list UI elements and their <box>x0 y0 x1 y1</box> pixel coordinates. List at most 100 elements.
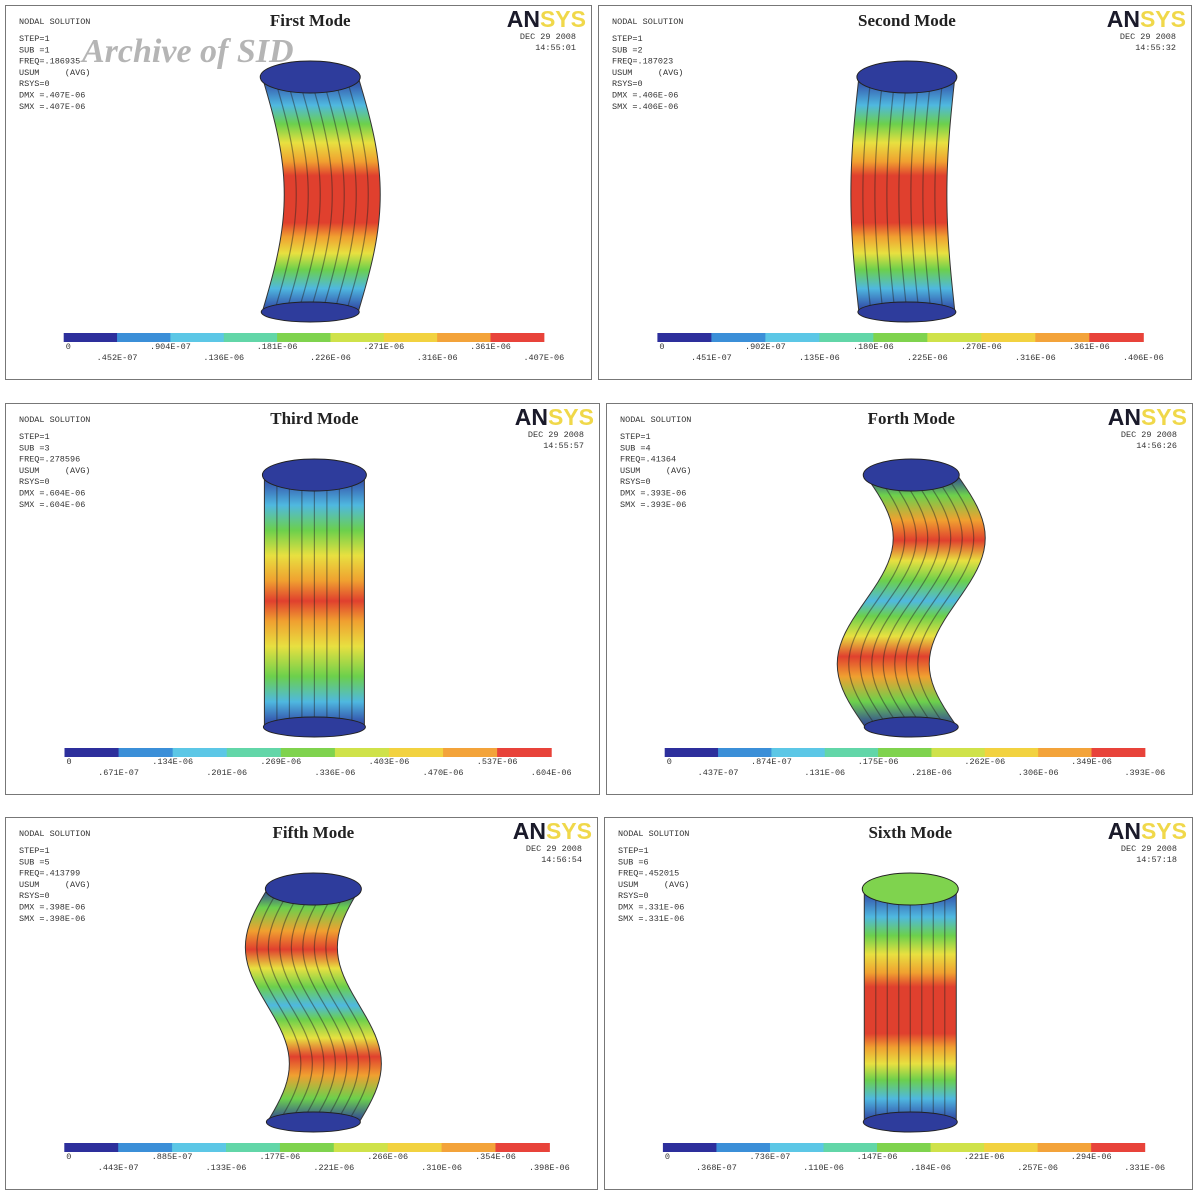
legend-swatch <box>1038 748 1092 757</box>
ansys-logo: ANSYS <box>1108 818 1187 844</box>
info-line: NODAL SOLUTION <box>19 415 90 425</box>
legend-label: .226E-06 <box>310 353 351 363</box>
legend-swatch <box>665 748 719 757</box>
legend-swatch <box>173 748 228 757</box>
legend-swatch <box>65 748 120 757</box>
legend-swatch <box>984 1143 1038 1152</box>
legend-swatch <box>443 748 498 757</box>
legend-label: .393E-06 <box>1124 768 1165 778</box>
legend-label: 0 <box>665 1152 670 1162</box>
legend-label: .180E-06 <box>853 342 894 352</box>
legend-label: .262E-06 <box>964 757 1005 767</box>
info-line: SMX =.604E-06 <box>19 500 85 510</box>
time: 14:56:54 <box>541 855 582 865</box>
legend-swatch <box>172 1143 226 1152</box>
legend-swatch <box>824 1143 878 1152</box>
date: DEC 29 2008 <box>520 32 576 42</box>
legend-label: .184E-06 <box>910 1163 951 1173</box>
panel: NODAL SOLUTIONSTEP=1SUB =4FREQ=.41364USU… <box>607 404 1193 795</box>
info-line: RSYS=0 <box>19 79 50 89</box>
info-line: DMX =.406E-06 <box>612 91 678 101</box>
legend-swatch <box>227 748 282 757</box>
legend-swatch <box>491 333 545 342</box>
info-line: STEP=1 <box>19 846 50 856</box>
legend-label: .177E-06 <box>259 1152 300 1162</box>
info-line: STEP=1 <box>19 432 50 442</box>
date: DEC 29 2008 <box>1120 32 1176 42</box>
date: DEC 29 2008 <box>526 844 582 854</box>
mode-title: First Mode <box>270 11 351 30</box>
panel: NODAL SOLUTIONSTEP=1SUB =3FREQ=.278596US… <box>6 404 600 795</box>
legend-swatch <box>388 1143 442 1152</box>
column-top-cap <box>857 61 957 93</box>
legend-swatch <box>277 333 331 342</box>
legend-label: .331E-06 <box>1124 1163 1165 1173</box>
column-top-cap <box>262 459 366 491</box>
legend-label: .266E-06 <box>367 1152 408 1162</box>
date: DEC 29 2008 <box>1121 430 1177 440</box>
column-bottom-cap <box>266 1112 360 1132</box>
column-top-cap <box>265 873 361 905</box>
info-line: FREQ=.41364 <box>620 455 676 465</box>
legend-label: .131E-06 <box>804 768 845 778</box>
legend-swatch <box>437 333 491 342</box>
info-line: SMX =.398E-06 <box>19 914 85 924</box>
legend-swatch <box>770 1143 824 1152</box>
legend-swatch <box>334 1143 388 1152</box>
legend-label: .147E-06 <box>857 1152 898 1162</box>
info-line: FREQ=.452015 <box>618 869 679 879</box>
info-line: STEP=1 <box>618 846 649 856</box>
info-line: SUB =2 <box>612 45 643 55</box>
legend-swatch <box>711 333 765 342</box>
legend-swatch <box>384 333 438 342</box>
info-line: STEP=1 <box>620 432 651 442</box>
legend-swatch <box>335 748 390 757</box>
legend-swatch <box>497 748 552 757</box>
legend-swatch <box>389 748 444 757</box>
legend-label: .736E-07 <box>750 1152 791 1162</box>
legend-swatch <box>64 333 118 342</box>
mode-title: Forth Mode <box>868 409 956 428</box>
legend-label: .451E-07 <box>691 353 732 363</box>
info-line: USUM (AVG) <box>19 68 90 78</box>
time: 14:55:01 <box>535 43 576 53</box>
legend-label: .136E-06 <box>203 353 244 363</box>
legend-swatch <box>442 1143 496 1152</box>
legend-label: .874E-07 <box>751 757 792 767</box>
info-line: SMX =.331E-06 <box>618 914 684 924</box>
legend-swatch <box>280 1143 334 1152</box>
legend-label: .361E-06 <box>470 342 511 352</box>
legend-label: .218E-06 <box>911 768 952 778</box>
legend-label: .269E-06 <box>260 757 301 767</box>
mode-title: Second Mode <box>858 11 956 30</box>
ansys-logo: ANSYS <box>1108 404 1187 430</box>
legend-swatch <box>224 333 278 342</box>
info-line: USUM (AVG) <box>19 466 90 476</box>
legend-label: .316E-06 <box>1015 353 1056 363</box>
ansys-logo: ANSYS <box>1107 6 1186 32</box>
time: 14:57:18 <box>1136 855 1177 865</box>
info-line: USUM (AVG) <box>620 466 691 476</box>
legend-label: .110E-06 <box>803 1163 844 1173</box>
legend-swatch <box>927 333 981 342</box>
legend-swatch <box>170 333 224 342</box>
legend-label: 0 <box>66 1152 71 1162</box>
info-line: FREQ=.413799 <box>19 869 80 879</box>
legend-swatch <box>1091 1143 1145 1152</box>
date: DEC 29 2008 <box>1121 844 1177 854</box>
legend-label: .271E-06 <box>363 342 404 352</box>
legend-label: .270E-06 <box>961 342 1002 352</box>
legend-label: .349E-06 <box>1071 757 1112 767</box>
legend-label: .361E-06 <box>1069 342 1110 352</box>
time: 14:56:26 <box>1136 441 1177 451</box>
info-line: FREQ=.187023 <box>612 57 673 67</box>
legend-swatch <box>981 333 1035 342</box>
legend-swatch <box>1035 333 1089 342</box>
info-line: NODAL SOLUTION <box>19 17 90 27</box>
info-line: STEP=1 <box>612 34 643 44</box>
legend-swatch <box>64 1143 118 1152</box>
info-line: USUM (AVG) <box>618 880 689 890</box>
legend-swatch <box>118 1143 172 1152</box>
column-top-cap <box>862 873 958 905</box>
